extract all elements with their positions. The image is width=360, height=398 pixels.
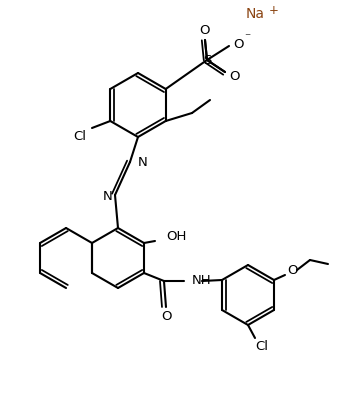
Text: ⁻: ⁻ <box>244 31 250 45</box>
Text: Cl: Cl <box>73 129 86 142</box>
Text: NH: NH <box>192 275 212 287</box>
Text: O: O <box>233 39 243 51</box>
Text: N: N <box>138 156 148 168</box>
Text: S: S <box>203 53 211 66</box>
Text: Cl: Cl <box>256 341 269 353</box>
Text: OH: OH <box>166 230 186 244</box>
Text: N: N <box>102 189 112 203</box>
Text: O: O <box>162 310 172 324</box>
Text: O: O <box>200 25 210 37</box>
Text: O: O <box>288 265 298 277</box>
Text: O: O <box>229 70 239 82</box>
Text: +: + <box>269 4 279 16</box>
Text: Na: Na <box>246 7 265 21</box>
